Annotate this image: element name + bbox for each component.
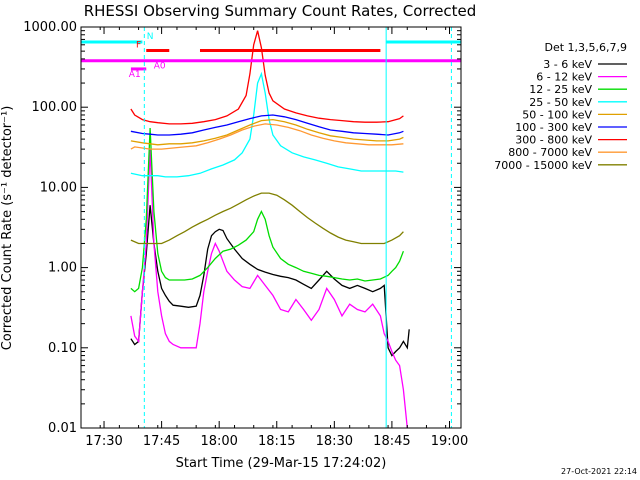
- legend-label-6-12-kev: 6 - 12 keV: [536, 71, 592, 84]
- legend-label-25-50-kev: 25 - 50 keV: [529, 96, 592, 109]
- y-tick-label: 10.00: [40, 180, 77, 195]
- series-line-50-100-kev: [130, 118, 404, 146]
- y-tick-label: 0.01: [48, 421, 77, 436]
- series-line-800-7000-kev: [130, 123, 404, 150]
- y-tick-label: 1.00: [48, 261, 77, 276]
- series-lines: [130, 30, 410, 429]
- legend-label-300-800-kev: 300 - 800 keV: [515, 134, 592, 147]
- flag-bars: NF A0 A1: [81, 32, 461, 80]
- legend-label-100-300-kev: 100 - 300 keV: [515, 121, 592, 134]
- flag-label-a0: A0: [154, 62, 166, 72]
- y-tick-label: 1000.00: [23, 20, 77, 35]
- flag-label-f: F: [136, 40, 141, 50]
- x-axis-label: Start Time (29-Mar-15 17:24:02): [176, 456, 387, 471]
- series-line-300-800-kev: [130, 30, 404, 125]
- legend-label-800-7000-kev: 800 - 7000 keV: [508, 146, 592, 159]
- time-markers: [80, 27, 452, 428]
- series-line-3-6-kev: [130, 205, 410, 357]
- x-tick-label: 18:45: [373, 434, 410, 449]
- x-tick-label: 17:30: [85, 434, 122, 449]
- y-tick-label: 0.10: [48, 341, 77, 356]
- plot-frame: [80, 26, 462, 429]
- legend-header: Det 1,3,5,6,7,9: [544, 41, 627, 54]
- series-line-6-12-kev: [130, 149, 408, 429]
- x-tick-label: 18:30: [316, 434, 353, 449]
- y-tick-label: 100.00: [32, 100, 78, 115]
- legend-label-50-100-kev: 50 - 100 keV: [522, 108, 592, 121]
- legend-label-7000-15000-kev: 7000 - 15000 keV: [494, 159, 592, 172]
- x-axis-ticks: 17:30 17:45 18:00 18:15 18:30 18:45 19:00: [80, 27, 468, 449]
- legend-label-12-25-kev: 12 - 25 keV: [529, 83, 592, 96]
- series-line-12-25-kev: [130, 127, 405, 293]
- chart-title: RHESSI Observing Summary Count Rates, Co…: [84, 2, 477, 20]
- x-tick-label: 18:15: [258, 434, 295, 449]
- y-axis-ticks: 0.01 0.10 1.00 10.00 100.00 1000.00: [23, 20, 461, 436]
- flag-label-n: N: [147, 32, 154, 42]
- y-axis-label: Corrected Count Rate (s⁻¹ detector⁻¹): [0, 106, 15, 351]
- legend-label-3-6-kev: 3 - 6 keV: [543, 58, 592, 71]
- series-line-100-300-kev: [130, 114, 404, 136]
- flag-label-a1: A1: [129, 70, 141, 80]
- x-tick-label: 18:00: [200, 434, 237, 449]
- x-tick-label: 17:45: [143, 434, 180, 449]
- series-line-7000-15000-kev: [130, 192, 404, 245]
- series-line-25-50-kev: [130, 71, 404, 178]
- timestamp: 27-Oct-2021 22:14: [561, 467, 637, 476]
- x-tick-label: 19:00: [431, 434, 468, 449]
